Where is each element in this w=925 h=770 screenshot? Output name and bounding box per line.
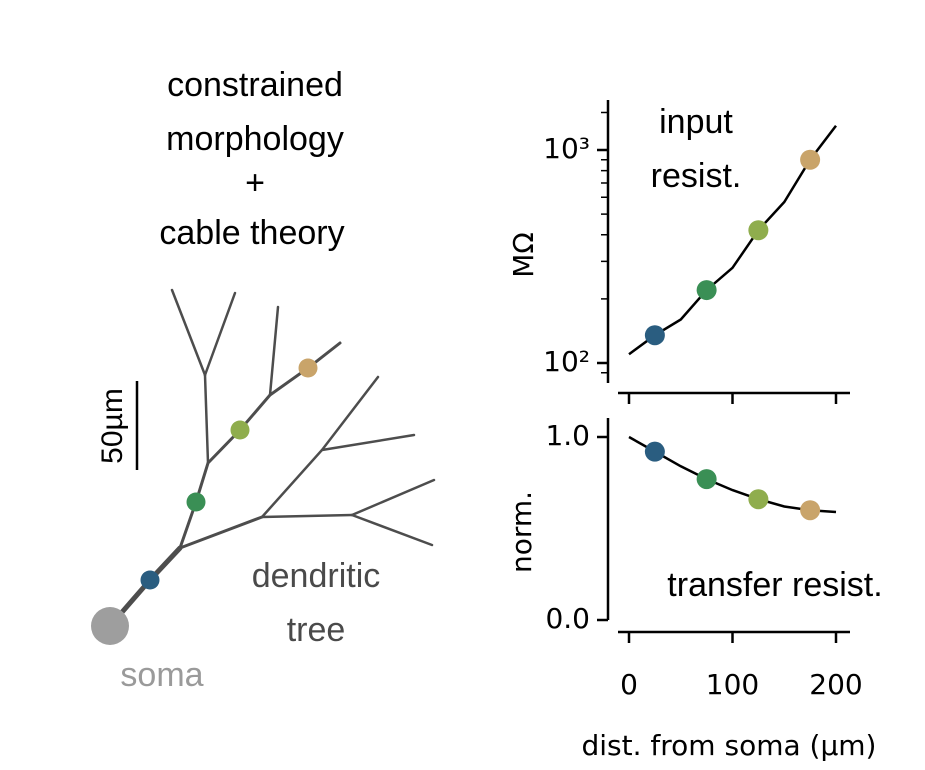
transfer-resistance-point-3 — [748, 489, 769, 510]
top-y-axis-title: MΩ — [507, 232, 540, 278]
soma-label: soma — [120, 656, 203, 694]
x-axis-title: dist. from soma (µm) — [582, 729, 877, 762]
transfer-resistance-point-2 — [696, 469, 717, 490]
title-line-3: + — [245, 164, 265, 202]
branch-c1 — [320, 433, 416, 452]
branch-a1 — [170, 288, 207, 377]
input-resistance-panel: 10² 10³ MΩ input resist. — [507, 100, 850, 404]
bottom-y-tick-label-0: 0.0 — [545, 602, 590, 635]
input-resistance-point-4 — [800, 149, 821, 170]
branch-d2 — [350, 513, 434, 547]
top-x-ticks — [627, 393, 838, 404]
top-y-tick-label-1000: 10³ — [543, 132, 590, 165]
branch-b — [268, 305, 280, 397]
scale-bar: 50µm — [96, 381, 139, 470]
top-panel-text-line-2: resist. — [651, 157, 742, 195]
bottom-y-tick-label-1: 1.0 — [545, 419, 590, 452]
dendritic-tree — [91, 288, 436, 645]
branch-d1 — [350, 478, 436, 517]
branch-c — [260, 375, 380, 519]
bottom-x-tick-label-200: 200 — [809, 668, 862, 701]
site-marker-4 — [298, 358, 318, 378]
transfer-resistance-point-1 — [644, 441, 665, 462]
bottom-panel-text: transfer resist. — [667, 566, 882, 604]
input-resistance-point-3 — [748, 220, 769, 241]
title-line-2: morphology — [166, 120, 344, 158]
tree-label-line-2: tree — [287, 611, 346, 649]
scale-bar-label: 50µm — [96, 388, 129, 464]
bottom-x-tick-label-100: 100 — [706, 668, 759, 701]
title-block: constrained morphology + cable theory — [159, 66, 344, 252]
branch-a — [203, 373, 210, 465]
bottom-y-axis-title: norm. — [505, 491, 538, 573]
top-y-tick-label-100: 10² — [543, 345, 590, 378]
site-marker-3 — [230, 420, 250, 440]
branch-lower — [178, 515, 264, 550]
top-panel-text-line-1: input — [659, 103, 733, 141]
transfer-resistance-point-4 — [800, 500, 821, 521]
tree-label-line-1: dendritic — [252, 557, 381, 595]
input-resistance-point-2 — [696, 280, 717, 301]
input-resistance-curve — [628, 124, 837, 356]
title-line-1: constrained — [167, 66, 343, 104]
title-line-4: cable theory — [159, 214, 344, 252]
top-minor-ticks — [601, 111, 608, 374]
soma-marker — [91, 607, 129, 645]
input-resistance-point-1 — [644, 325, 665, 346]
bottom-x-tick-label-0: 0 — [620, 668, 638, 701]
branch-d — [260, 513, 354, 519]
site-marker-1 — [140, 570, 160, 590]
branch-a2 — [203, 291, 237, 377]
transfer-resistance-panel: 0.0 1.0 0 100 200 norm. dist. from soma … — [505, 418, 883, 762]
site-marker-2 — [186, 492, 206, 512]
